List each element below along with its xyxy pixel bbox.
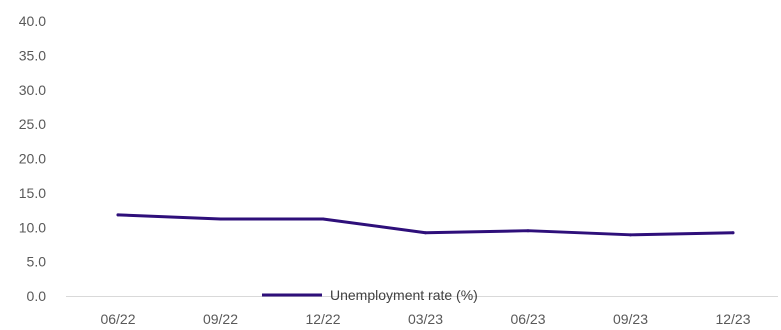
- y-tick-label: 35.0: [19, 47, 46, 63]
- data-point: [219, 217, 222, 221]
- x-tick-label: 12/23: [715, 311, 750, 327]
- data-point: [731, 231, 735, 235]
- x-tick-label: 06/23: [510, 311, 545, 327]
- data-point: [424, 231, 427, 235]
- data-point: [116, 213, 120, 217]
- y-tick-label: 10.0: [19, 219, 46, 235]
- data-point: [321, 217, 325, 221]
- x-tick-label: 09/22: [203, 311, 238, 327]
- x-tick-label: 09/23: [613, 311, 648, 327]
- x-tick-label: 12/22: [305, 311, 340, 327]
- y-tick-label: 20.0: [19, 151, 46, 167]
- y-tick-label: 40.0: [19, 13, 46, 29]
- legend-label-unemployment-rate: Unemployment rate (%): [330, 287, 478, 303]
- x-tick-label: 03/23: [408, 311, 443, 327]
- x-tick-label: 06/22: [100, 311, 135, 327]
- x-axis-tick-labels: 06/22 09/22 12/22 03/23 06/23 09/23 12/23: [100, 311, 750, 327]
- legend: Unemployment rate (%): [262, 287, 478, 303]
- y-axis-tick-labels: 0.0 5.0 10.0 15.0 20.0 25.0 30.0 35.0 40.0: [19, 13, 46, 304]
- y-tick-label: 0.0: [27, 288, 47, 304]
- data-point: [629, 233, 632, 237]
- y-tick-label: 5.0: [27, 254, 47, 270]
- series-layer: [116, 213, 735, 237]
- y-tick-label: 25.0: [19, 116, 46, 132]
- y-tick-label: 30.0: [19, 82, 46, 98]
- y-tick-label: 15.0: [19, 185, 46, 201]
- data-point: [526, 229, 530, 233]
